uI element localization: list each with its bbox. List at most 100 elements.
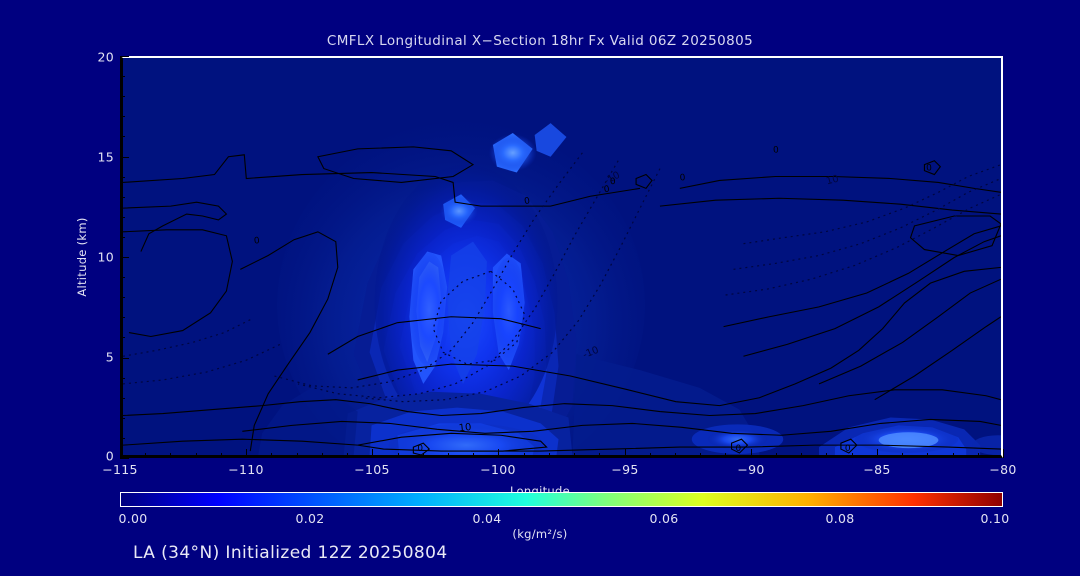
svg-text:0: 0 — [736, 444, 742, 454]
x-tick-mark — [523, 453, 525, 458]
x-tick-mark — [599, 453, 601, 458]
x-tick-mark — [296, 453, 298, 458]
x-tick-mark — [195, 453, 197, 458]
y-tick-mark — [120, 196, 125, 198]
y-axis-label: Altitude (km) — [75, 217, 89, 297]
figure-caption: LA (34°N) Initialized 12Z 20250804 — [133, 543, 448, 563]
filled-contour-field — [258, 122, 1001, 455]
y-tick-mark — [120, 216, 125, 218]
svg-text:0: 0 — [926, 163, 933, 173]
x-tick-mark — [775, 453, 777, 458]
x-tick-mark — [271, 453, 273, 458]
svg-text:10: 10 — [825, 174, 840, 188]
negative-contour-lines — [123, 152, 1001, 403]
contour-value-labels-low: 10 — [458, 422, 472, 434]
xtick-label: −90 — [737, 462, 765, 477]
y-tick-mark — [120, 277, 125, 279]
x-tick-mark — [750, 449, 752, 458]
y-tick-mark — [120, 176, 125, 178]
x-tick-mark — [397, 453, 399, 458]
svg-text:0: 0 — [845, 444, 851, 454]
svg-text:0: 0 — [603, 185, 610, 196]
y-tick-mark — [120, 297, 125, 299]
svg-text:0: 0 — [417, 444, 423, 454]
colorbar-gradient — [120, 492, 1003, 507]
y-tick-mark — [120, 417, 125, 419]
y-tick-mark — [120, 377, 125, 379]
page-title: CMFLX Longitudinal X−Section 18hr Fx Val… — [326, 33, 754, 49]
x-tick-mark — [574, 453, 576, 458]
x-tick-mark — [145, 453, 147, 458]
x-tick-mark — [372, 449, 374, 458]
colorbar-tick-label: 0.04 — [472, 511, 502, 526]
ytick-label: 15 — [97, 149, 114, 165]
x-tick-mark — [347, 453, 349, 458]
plot-frame: 0 0 0 0 0 0 0 0 0 0 -10 10 -10 10 — [120, 56, 1003, 458]
contour-plot-canvas: 0 0 0 0 0 0 0 0 0 0 -10 10 -10 10 — [123, 58, 1001, 455]
x-tick-mark — [422, 453, 424, 458]
xtick-label: −105 — [354, 462, 390, 477]
colorbar-tick-label: 0.10 — [980, 511, 1010, 526]
x-tick-mark — [927, 453, 929, 458]
x-tick-mark — [473, 453, 475, 458]
ytick-label: 20 — [97, 49, 114, 65]
contour-text-labels: 0 0 0 0 0 0 0 0 0 0 — [254, 145, 933, 454]
x-tick-mark — [876, 449, 878, 458]
y-tick-mark — [120, 357, 129, 359]
x-tick-mark — [851, 453, 853, 458]
colorbar-tick-label: 0.00 — [118, 511, 148, 526]
x-tick-mark — [675, 453, 677, 458]
y-tick-mark — [120, 458, 129, 459]
y-tick-mark — [120, 437, 125, 439]
x-tick-mark — [649, 453, 651, 458]
x-tick-mark — [548, 453, 550, 458]
svg-text:0: 0 — [679, 173, 686, 183]
ytick-label: 5 — [105, 349, 114, 365]
y-tick-mark — [120, 156, 129, 158]
y-tick-mark — [120, 257, 129, 258]
colorbar — [120, 492, 1003, 507]
x-tick-mark — [624, 449, 626, 458]
xtick-label: −85 — [863, 462, 891, 477]
y-tick-mark — [120, 397, 125, 399]
x-tick-mark — [1003, 449, 1004, 458]
x-tick-mark — [321, 453, 323, 458]
y-tick-mark — [120, 96, 125, 98]
x-tick-mark — [700, 453, 702, 458]
y-tick-mark — [120, 317, 125, 319]
xtick-label: −80 — [989, 462, 1017, 477]
x-tick-mark — [170, 453, 172, 458]
svg-text:10: 10 — [458, 422, 472, 434]
colorbar-tick-label: 0.06 — [649, 511, 679, 526]
svg-text:0: 0 — [254, 236, 261, 247]
x-tick-mark — [952, 453, 954, 458]
colorbar-tick-label: 0.08 — [825, 511, 855, 526]
ytick-label: 10 — [97, 249, 114, 265]
xtick-label: −95 — [611, 462, 639, 477]
y-tick-mark — [120, 76, 125, 78]
colorbar-units-label: (kg/m²/s) — [512, 527, 568, 541]
y-tick-mark — [120, 56, 129, 57]
x-tick-mark — [498, 449, 500, 458]
x-tick-mark — [447, 453, 449, 458]
x-tick-mark — [220, 453, 222, 458]
svg-text:0: 0 — [523, 196, 531, 207]
x-tick-mark — [977, 453, 979, 458]
svg-text:0: 0 — [773, 145, 780, 155]
x-tick-mark — [826, 453, 828, 458]
xtick-label: −115 — [102, 462, 138, 477]
svg-text:0: 0 — [609, 177, 616, 188]
x-tick-mark — [902, 453, 904, 458]
y-tick-mark — [120, 116, 125, 118]
contour-lines — [123, 146, 1001, 455]
colorbar-tick-label: 0.02 — [295, 511, 325, 526]
x-tick-mark — [120, 449, 121, 458]
xtick-label: −100 — [480, 462, 516, 477]
x-tick-mark — [246, 449, 248, 458]
y-tick-mark — [120, 236, 125, 238]
xtick-label: −110 — [228, 462, 264, 477]
ytick-label: 0 — [105, 448, 114, 464]
y-tick-mark — [120, 136, 125, 138]
x-tick-mark — [801, 453, 803, 458]
